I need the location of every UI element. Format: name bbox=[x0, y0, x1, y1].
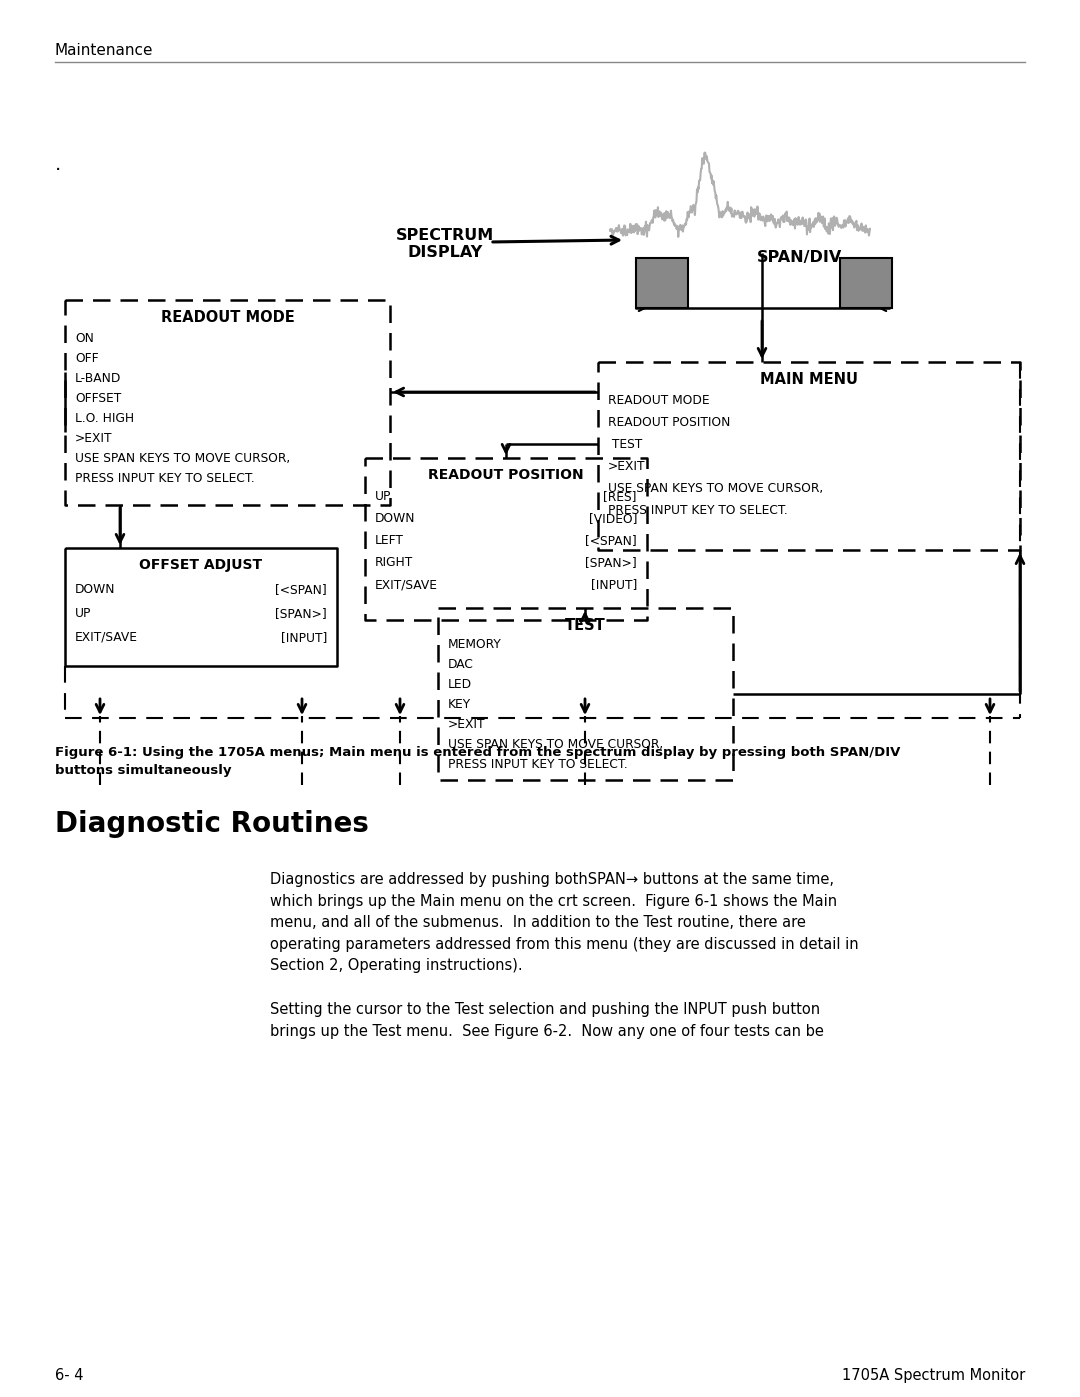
Text: RIGHT: RIGHT bbox=[375, 556, 414, 569]
Text: buttons simultaneously: buttons simultaneously bbox=[55, 764, 231, 777]
Text: TEST: TEST bbox=[608, 439, 643, 451]
Text: UP: UP bbox=[75, 608, 92, 620]
Text: USE SPAN KEYS TO MOVE CURSOR,: USE SPAN KEYS TO MOVE CURSOR, bbox=[448, 738, 663, 752]
Text: [INPUT]: [INPUT] bbox=[591, 578, 637, 591]
Text: Setting the cursor to the Test selection and pushing the INPUT push button
bring: Setting the cursor to the Test selection… bbox=[270, 1002, 824, 1038]
Text: OFFSET ADJUST: OFFSET ADJUST bbox=[139, 557, 262, 571]
Text: PRESS INPUT KEY TO SELECT.: PRESS INPUT KEY TO SELECT. bbox=[608, 504, 787, 517]
Text: 6- 4: 6- 4 bbox=[55, 1368, 83, 1383]
Bar bbox=[636, 258, 688, 307]
Text: [VIDEO]: [VIDEO] bbox=[589, 511, 637, 525]
Text: PRESS INPUT KEY TO SELECT.: PRESS INPUT KEY TO SELECT. bbox=[448, 759, 627, 771]
Text: Diagnostic Routines: Diagnostic Routines bbox=[55, 810, 369, 838]
Text: Figure 6-1: Using the 1705A menus; Main menu is entered from the spectrum displa: Figure 6-1: Using the 1705A menus; Main … bbox=[55, 746, 901, 759]
Text: USE SPAN KEYS TO MOVE CURSOR,: USE SPAN KEYS TO MOVE CURSOR, bbox=[75, 453, 291, 465]
Text: [SPAN>]: [SPAN>] bbox=[275, 608, 327, 620]
Text: >EXIT: >EXIT bbox=[448, 718, 486, 731]
Text: READOUT POSITION: READOUT POSITION bbox=[608, 416, 730, 429]
Text: >EXIT: >EXIT bbox=[75, 432, 112, 446]
Text: >EXIT: >EXIT bbox=[608, 460, 646, 474]
Text: READOUT POSITION: READOUT POSITION bbox=[428, 468, 584, 482]
Text: MAIN MENU: MAIN MENU bbox=[760, 372, 858, 387]
Text: OFF: OFF bbox=[75, 352, 98, 365]
Text: UP: UP bbox=[375, 490, 391, 503]
Text: [INPUT]: [INPUT] bbox=[281, 631, 327, 644]
Text: READOUT MODE: READOUT MODE bbox=[608, 394, 710, 407]
Text: 1705A Spectrum Monitor: 1705A Spectrum Monitor bbox=[841, 1368, 1025, 1383]
Text: [<SPAN]: [<SPAN] bbox=[585, 534, 637, 548]
Text: .: . bbox=[55, 155, 62, 175]
Text: SPAN/DIV: SPAN/DIV bbox=[757, 250, 842, 265]
Text: EXIT/SAVE: EXIT/SAVE bbox=[75, 631, 138, 644]
Text: EXIT/SAVE: EXIT/SAVE bbox=[375, 578, 438, 591]
Text: SPECTRUM
DISPLAY: SPECTRUM DISPLAY bbox=[396, 228, 495, 260]
Text: LEFT: LEFT bbox=[375, 534, 404, 548]
Text: L-BAND: L-BAND bbox=[75, 372, 121, 386]
Text: LED: LED bbox=[448, 678, 472, 692]
Bar bbox=[840, 258, 892, 307]
Text: DOWN: DOWN bbox=[375, 511, 416, 525]
Text: PRESS INPUT KEY TO SELECT.: PRESS INPUT KEY TO SELECT. bbox=[75, 472, 255, 485]
Text: ON: ON bbox=[75, 332, 94, 345]
Text: DAC: DAC bbox=[448, 658, 474, 671]
Text: MEMORY: MEMORY bbox=[448, 638, 502, 651]
Text: USE SPAN KEYS TO MOVE CURSOR,: USE SPAN KEYS TO MOVE CURSOR, bbox=[608, 482, 823, 495]
Text: Maintenance: Maintenance bbox=[55, 43, 153, 59]
Text: KEY: KEY bbox=[448, 698, 471, 711]
Text: [<SPAN]: [<SPAN] bbox=[275, 583, 327, 597]
Text: DOWN: DOWN bbox=[75, 583, 116, 597]
Text: READOUT MODE: READOUT MODE bbox=[161, 310, 295, 326]
Text: OFFSET: OFFSET bbox=[75, 393, 121, 405]
Text: [SPAN>]: [SPAN>] bbox=[585, 556, 637, 569]
Text: [RES]: [RES] bbox=[604, 490, 637, 503]
Text: Diagnostics are addressed by pushing bothSPAN→ buttons at the same time,
which b: Diagnostics are addressed by pushing bot… bbox=[270, 872, 859, 974]
Text: TEST: TEST bbox=[565, 617, 606, 633]
Text: L.O. HIGH: L.O. HIGH bbox=[75, 412, 134, 425]
